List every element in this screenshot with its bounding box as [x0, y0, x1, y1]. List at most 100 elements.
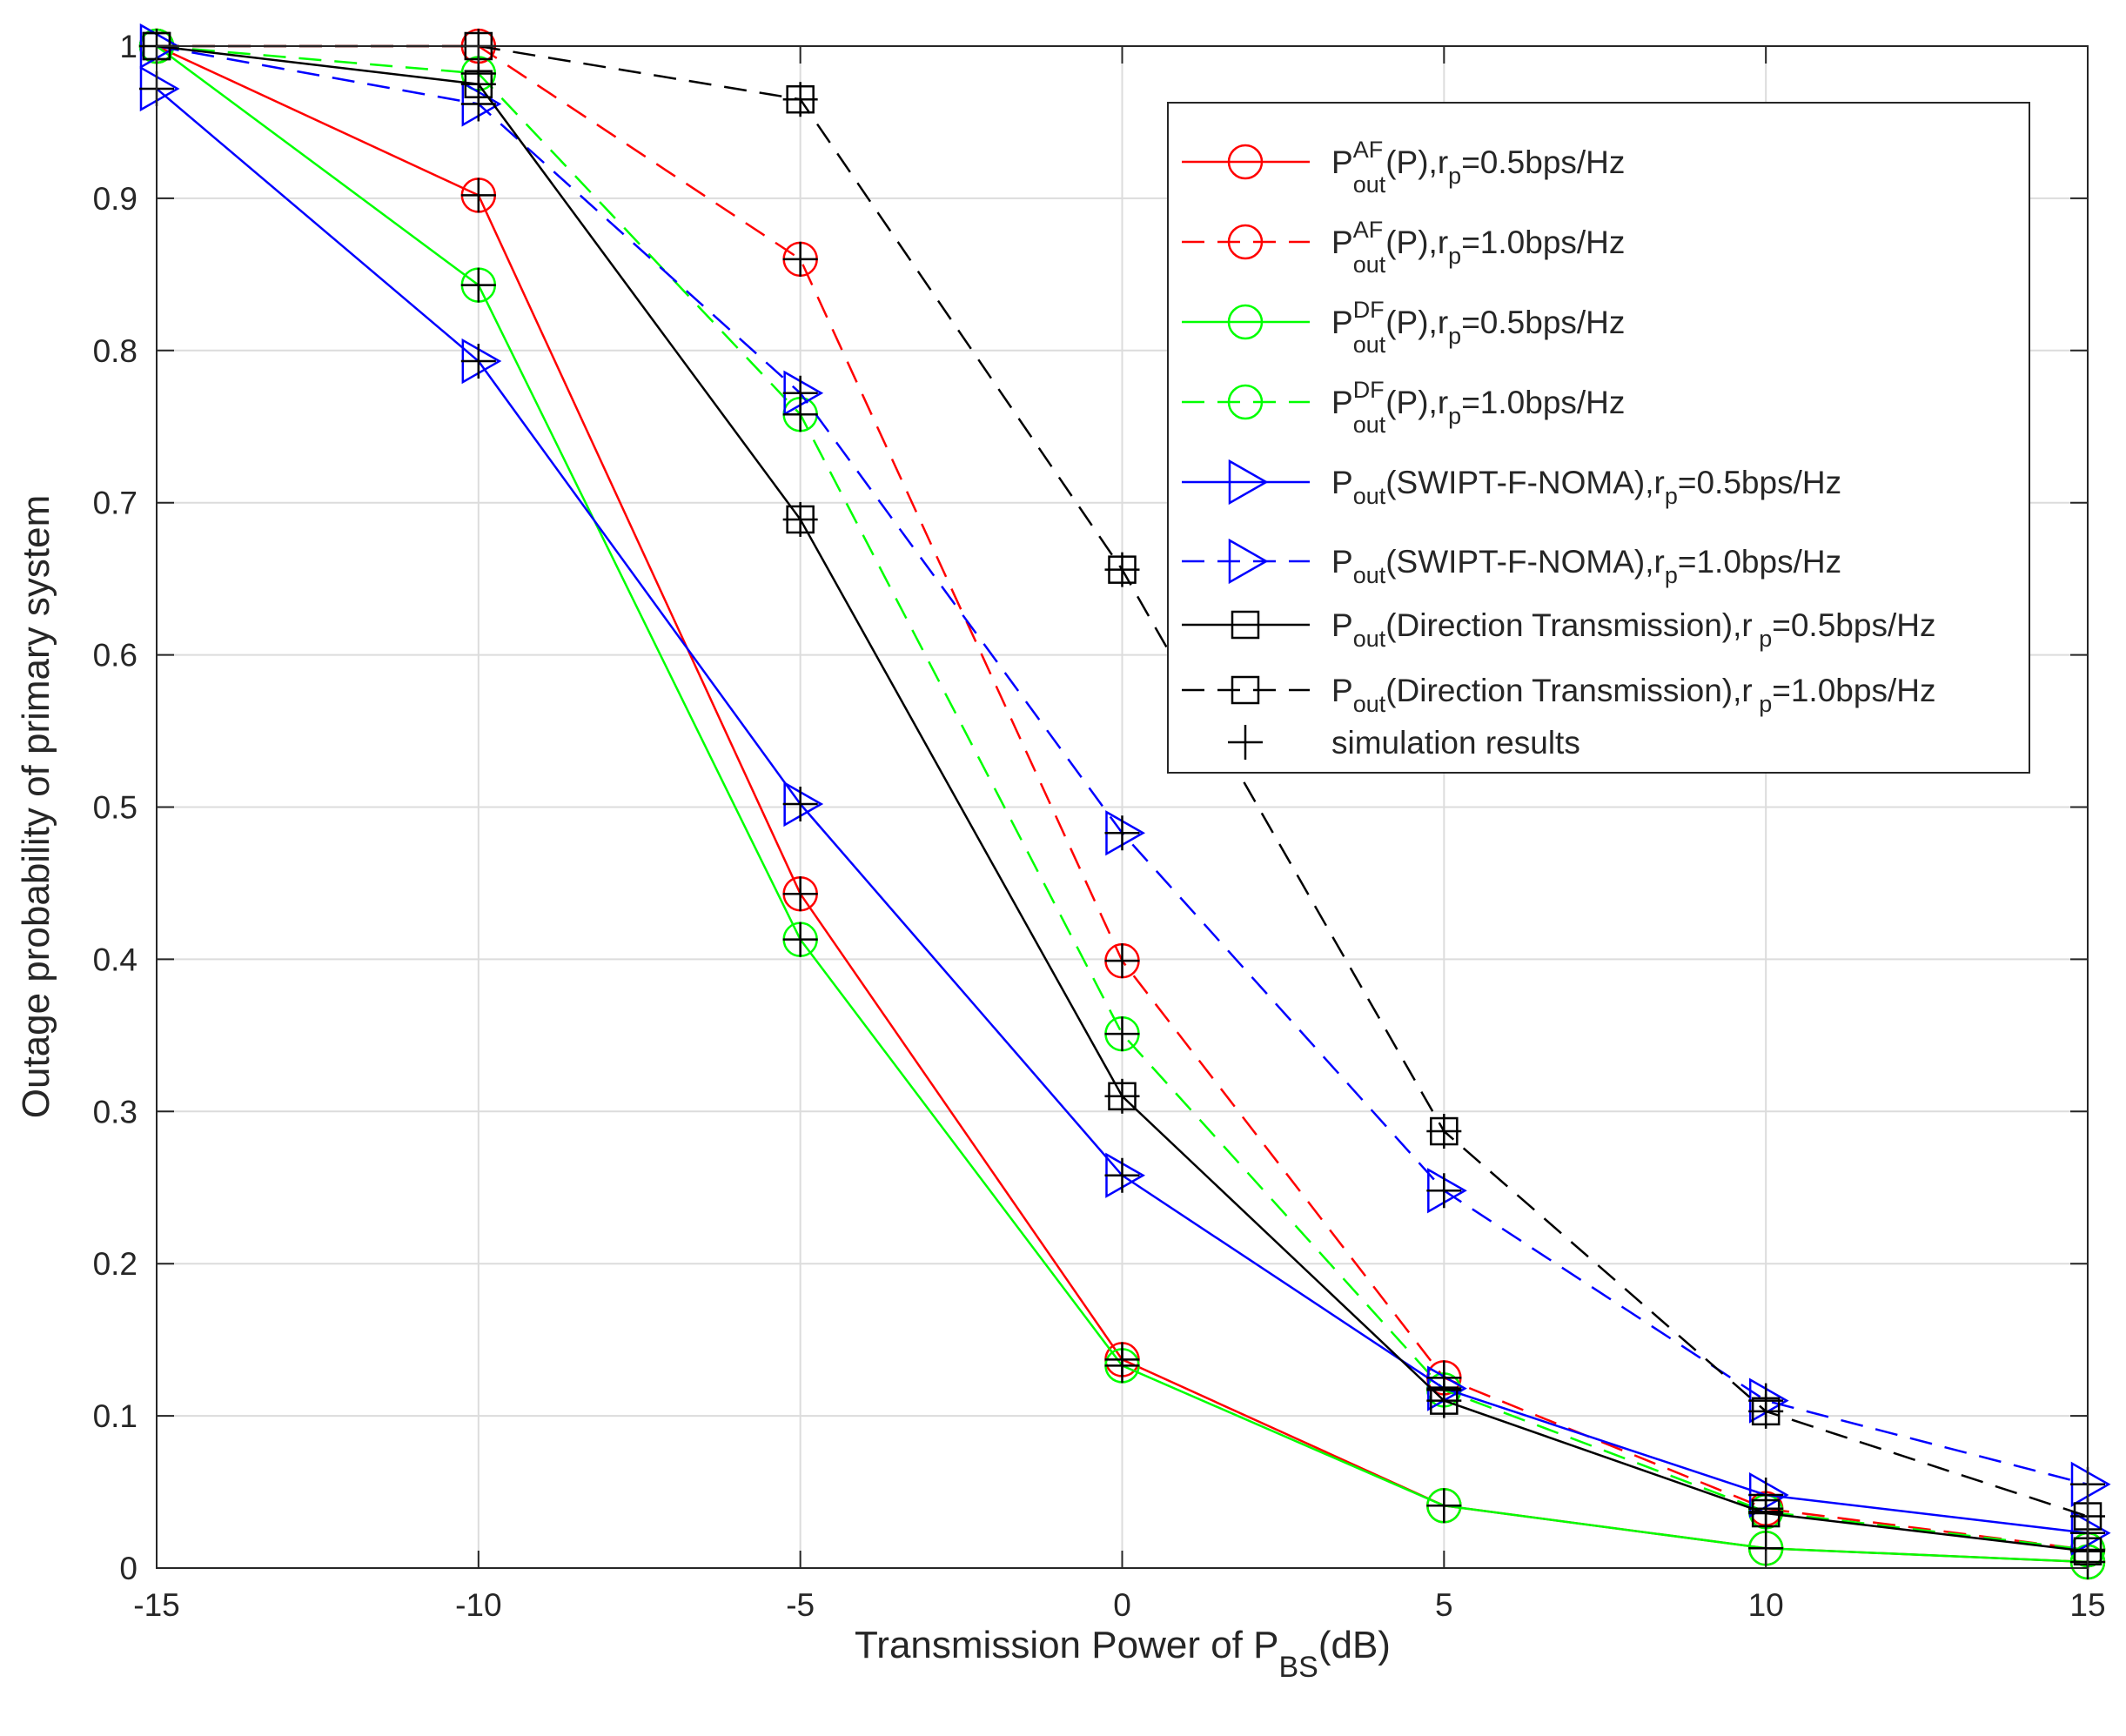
legend-label-sub: out [1353, 626, 1386, 652]
legend-label: PDF out(P),rp=0.5bps/Hz [1331, 297, 1625, 358]
legend-label-base: P [1331, 385, 1353, 420]
legend-label-sub: out [1353, 483, 1386, 509]
legend-item-simulation: simulation results [1228, 725, 1580, 761]
simulation-point [1748, 1393, 1784, 1429]
legend-label-mid: (P),r [1385, 144, 1448, 180]
legend-item-7: Pout(Direction Transmission),r p=0.5bps/… [1182, 607, 1935, 652]
simulation-point [782, 922, 818, 957]
y-tick-label: 0.7 [93, 486, 137, 521]
legend-label-sub: out [1353, 332, 1386, 358]
simulation-point [1104, 1078, 1140, 1114]
legend-label-sub2: p [1448, 323, 1461, 349]
y-tick-label: 0.6 [93, 638, 137, 674]
legend-label: PAF out(P),rp=0.5bps/Hz [1331, 137, 1625, 198]
legend-label-sup: DF [1353, 377, 1385, 403]
simulation-point [1426, 1383, 1462, 1418]
legend-label-sup: DF [1353, 297, 1385, 323]
y-tick-label: 0.1 [93, 1398, 137, 1434]
legend-label-base: P [1331, 544, 1353, 580]
legend-label-base: P [1331, 305, 1353, 340]
simulation-point [782, 241, 818, 277]
legend-marker [1231, 610, 1260, 640]
legend-label-tail: =0.5bps/Hz [1772, 607, 1935, 643]
y-tick-label: 0.8 [93, 333, 137, 369]
legend-label: Pout(Direction Transmission),r p=0.5bps/… [1331, 607, 1935, 652]
legend-label-sub: out [1353, 691, 1386, 717]
simulation-point [1426, 1173, 1462, 1209]
legend-item-2: PAF out(P),rp=1.0bps/Hz [1182, 217, 1625, 278]
legend-marker [1228, 725, 1263, 760]
legend-label-sub2: p [1753, 626, 1773, 652]
x-axis-label: Transmission Power of PBS(dB) [855, 1624, 1391, 1684]
simulation-point [1748, 1496, 1784, 1532]
legend-label-base: P [1331, 673, 1353, 708]
y-tick-label: 0.4 [93, 942, 137, 977]
simulation-point [1104, 1157, 1140, 1193]
legend-label: Pout(SWIPT-F-NOMA),rp=1.0bps/Hz [1331, 544, 1841, 588]
legend-label-sub2: p [1448, 403, 1461, 429]
legend-label-sub2: p [1753, 691, 1773, 717]
simulation-point [782, 787, 818, 822]
legend-label-mid: (Direction Transmission),r [1385, 673, 1752, 708]
simulation-point [1104, 1016, 1140, 1052]
simulation-point [460, 344, 496, 379]
x-tick-label: -10 [455, 1587, 501, 1623]
simulation-point [1104, 943, 1140, 979]
legend-label-tail: =1.0bps/Hz [1772, 673, 1935, 708]
y-tick-label: 0.2 [93, 1246, 137, 1282]
legend-label-tail: =0.5bps/Hz [1461, 144, 1625, 180]
legend-label: PAF out(P),rp=1.0bps/Hz [1331, 217, 1625, 278]
legend-marker [1227, 144, 1264, 180]
legend-marker [1227, 304, 1264, 340]
simulation-point [1104, 1348, 1140, 1384]
legend-label-sub2: p [1665, 483, 1678, 509]
simulation-point [782, 375, 818, 411]
y-tick-label: 0 [119, 1551, 137, 1586]
legend-label-sub: out [1353, 562, 1386, 588]
legend-label-base: P [1331, 225, 1353, 260]
y-tick-label: 0.5 [93, 790, 137, 826]
legend-label-sub2: p [1665, 562, 1678, 588]
y-tick-label: 0.9 [93, 181, 137, 217]
legend-label: Pout(Direction Transmission),r p=1.0bps/… [1331, 673, 1935, 717]
legend-label-sub: out [1353, 171, 1386, 198]
simulation-point [1104, 815, 1140, 851]
legend-item-6: Pout(SWIPT-F-NOMA),rp=1.0bps/Hz [1182, 538, 1841, 588]
simulation-markers [139, 29, 2105, 1580]
legend-label-tail: =0.5bps/Hz [1678, 465, 1841, 500]
legend-label-tail: =0.5bps/Hz [1461, 305, 1625, 340]
legend-marker [1227, 384, 1264, 420]
simulation-point [1426, 1114, 1462, 1150]
legend-label-sup: AF [1353, 217, 1384, 243]
simulation-point [782, 501, 818, 537]
legend-label-sub: out [1353, 412, 1386, 438]
simulation-point [782, 876, 818, 912]
simulation-point [460, 66, 496, 102]
legend-item-8: Pout(Direction Transmission),r p=1.0bps/… [1182, 673, 1935, 717]
x-tick-label: 10 [1748, 1587, 1784, 1623]
legend-label-sub: out [1353, 251, 1386, 278]
simulation-point [1426, 1488, 1462, 1524]
legend-marker [1228, 459, 1269, 506]
legend-label-sub2: p [1448, 163, 1461, 189]
x-tick-label: -5 [786, 1587, 815, 1623]
simulation-point [460, 267, 496, 303]
legend-marker [1228, 538, 1269, 585]
simulation-point [1104, 552, 1140, 587]
legend-label-tail: =1.0bps/Hz [1678, 544, 1841, 580]
y-tick-label: 1 [119, 29, 137, 64]
legend-item-3: PDF out(P),rp=0.5bps/Hz [1182, 297, 1625, 358]
legend-marker [1231, 675, 1260, 705]
x-tick-label: 15 [2069, 1587, 2105, 1623]
legend-label: simulation results [1331, 725, 1580, 761]
x-tick-label: 0 [1113, 1587, 1131, 1623]
x-axis-ticks: -15 -10 -5 0 5 10 15 [133, 46, 2106, 1623]
legend-label-mid: (SWIPT-F-NOMA),r [1385, 544, 1665, 580]
legend-label-mid: (P),r [1385, 225, 1448, 260]
legend-label-base: P [1331, 607, 1353, 643]
y-tick-label: 0.3 [93, 1094, 137, 1129]
legend-label: PDF out(P),rp=1.0bps/Hz [1331, 377, 1625, 438]
legend-label-tail: =1.0bps/Hz [1461, 225, 1625, 260]
